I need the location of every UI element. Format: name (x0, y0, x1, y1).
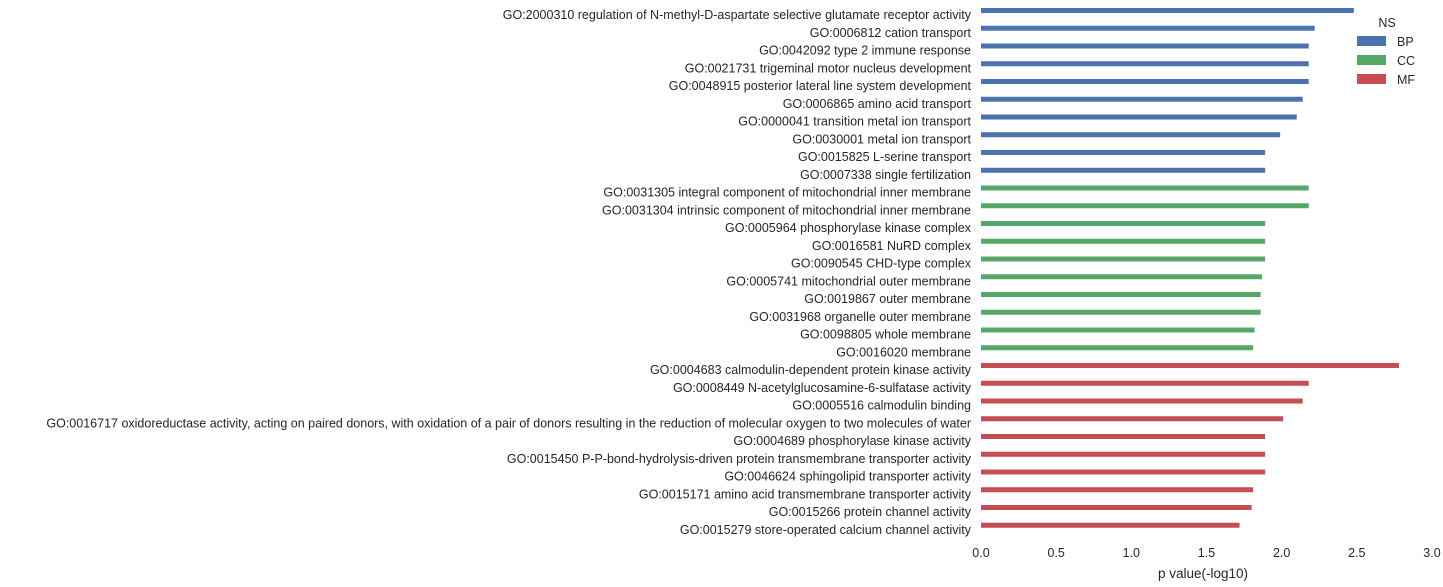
legend-swatch-cc (1357, 55, 1386, 65)
bar-mf-25 (981, 451, 1266, 457)
legend-title: NS (1378, 16, 1395, 30)
term-label-14: GO:0090545 CHD-type complex (791, 257, 972, 271)
term-label-15: GO:0005741 mitochondrial outer membrane (726, 274, 971, 288)
bars-layer (981, 8, 1399, 528)
x-tick-label-5: 2.5 (1348, 546, 1365, 560)
x-tick-label-6: 3.0 (1423, 546, 1440, 560)
term-label-0: GO:2000310 regulation of N-methyl-D-aspa… (503, 8, 972, 22)
bar-bp-2 (981, 43, 1309, 49)
term-label-2: GO:0042092 type 2 immune response (759, 44, 971, 58)
term-label-22: GO:0005516 calmodulin binding (792, 399, 971, 413)
bar-bp-4 (981, 79, 1309, 84)
bar-cc-12 (981, 221, 1266, 226)
bar-bp-1 (981, 25, 1315, 31)
term-label-6: GO:0000041 transition metal ion transpor… (738, 115, 971, 129)
term-label-27: GO:0015171 amino acid transmembrane tran… (639, 487, 972, 501)
term-label-25: GO:0015450 P-P-bond-hydrolysis-driven pr… (507, 452, 972, 466)
bar-bp-6 (981, 114, 1297, 120)
term-label-5: GO:0006865 amino acid transport (783, 97, 972, 111)
bar-cc-19 (981, 345, 1254, 351)
x-tick-label-1: 0.5 (1047, 546, 1064, 560)
term-label-4: GO:0048915 posterior lateral line system… (669, 79, 972, 93)
term-label-20: GO:0004683 calmodulin-dependent protein … (650, 363, 972, 377)
legend-label-cc: CC (1397, 54, 1415, 68)
bar-cc-13 (981, 238, 1266, 244)
term-label-10: GO:0031305 integral component of mitocho… (603, 186, 971, 200)
bar-mf-27 (981, 487, 1254, 493)
bar-cc-16 (981, 292, 1261, 297)
bar-cc-14 (981, 256, 1266, 262)
term-label-26: GO:0046624 sphingolipid transporter acti… (724, 470, 971, 484)
term-label-28: GO:0015266 protein channel activity (769, 505, 972, 519)
bar-cc-17 (981, 309, 1261, 315)
term-label-23: GO:0016717 oxidoreductase activity, acti… (46, 416, 971, 430)
bar-mf-22 (981, 398, 1303, 404)
x-tick-label-0: 0.0 (972, 546, 989, 560)
bar-mf-23 (981, 416, 1284, 422)
bar-bp-8 (981, 150, 1266, 155)
term-label-7: GO:0030001 metal ion transport (792, 132, 971, 146)
bar-bp-5 (981, 96, 1303, 102)
bar-mf-29 (981, 522, 1240, 528)
bar-cc-10 (981, 185, 1309, 191)
bar-mf-24 (981, 434, 1266, 439)
bar-mf-28 (981, 505, 1252, 510)
bar-mf-20 (981, 363, 1399, 368)
x-axis-ticks: 0.0 0.5 1.0 1.5 2.0 2.5 3.0 (972, 546, 1440, 560)
term-label-17: GO:0031968 organelle outer membrane (749, 310, 971, 324)
term-label-29: GO:0015279 store-operated calcium channe… (680, 523, 972, 537)
legend-swatch-bp (1357, 36, 1386, 46)
legend: NS BP CC MF (1357, 16, 1415, 87)
term-label-3: GO:0021731 trigeminal motor nucleus deve… (685, 61, 972, 75)
term-labels-layer: GO:2000310 regulation of N-methyl-D-aspa… (46, 8, 971, 537)
term-label-9: GO:0007338 single fertilization (800, 168, 971, 182)
term-label-24: GO:0004689 phosphorylase kinase activity (733, 434, 971, 448)
term-label-21: GO:0008449 N-acetylglucosamine-6-sulfata… (673, 381, 972, 395)
bar-mf-21 (981, 380, 1309, 386)
term-label-11: GO:0031304 intrinsic component of mitoch… (602, 203, 971, 217)
x-tick-label-4: 2.0 (1273, 546, 1290, 560)
term-label-1: GO:0006812 cation transport (810, 26, 972, 40)
bar-bp-9 (981, 167, 1266, 173)
x-tick-label-2: 1.0 (1123, 546, 1140, 560)
bar-bp-7 (981, 132, 1281, 138)
term-label-19: GO:0016020 membrane (836, 345, 971, 359)
term-label-16: GO:0019867 outer membrane (804, 292, 971, 306)
legend-label-mf: MF (1397, 73, 1415, 87)
bar-bp-0 (981, 8, 1354, 13)
term-label-8: GO:0015825 L-serine transport (798, 150, 972, 164)
bar-cc-18 (981, 327, 1255, 333)
legend-swatch-mf (1357, 74, 1386, 84)
x-tick-label-3: 1.5 (1198, 546, 1215, 560)
term-label-12: GO:0005964 phosphorylase kinase complex (725, 221, 972, 235)
bar-mf-26 (981, 469, 1266, 475)
x-axis-title: p value(-log10) (1158, 566, 1248, 581)
legend-label-bp: BP (1397, 35, 1414, 49)
bar-bp-3 (981, 61, 1309, 67)
legend-entries: BP CC MF (1357, 35, 1415, 87)
bar-cc-11 (981, 203, 1309, 209)
term-label-18: GO:0098805 whole membrane (800, 328, 971, 342)
bar-cc-15 (981, 274, 1263, 280)
term-label-13: GO:0016581 NuRD complex (812, 239, 972, 253)
